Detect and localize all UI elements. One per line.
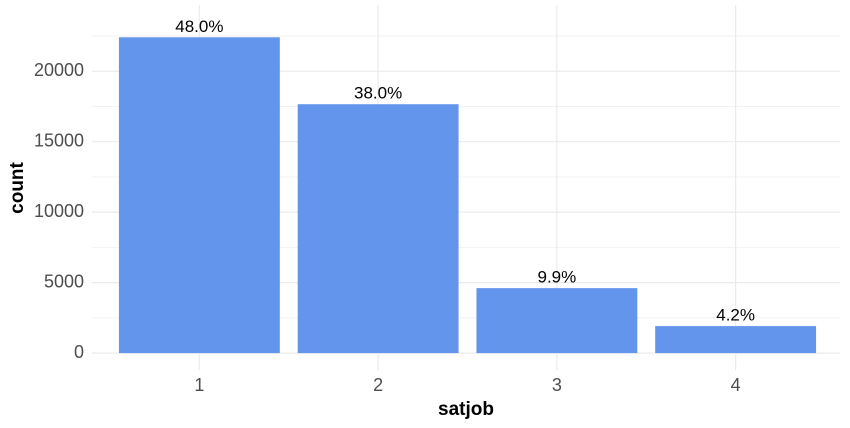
y-tick-label: 15000: [34, 130, 84, 150]
x-axis-title: satjob: [438, 399, 494, 420]
bar-annotation: 48.0%: [175, 17, 223, 36]
x-tick-label: 4: [731, 375, 741, 395]
y-tick-label: 20000: [34, 60, 84, 80]
bar: [297, 104, 459, 354]
bar-annotation: 38.0%: [354, 84, 402, 103]
x-tick-label: 1: [194, 375, 204, 395]
y-tick-label: 10000: [34, 201, 84, 221]
y-axis-title: count: [7, 161, 28, 213]
bar: [655, 326, 817, 354]
y-tick-label: 5000: [44, 271, 84, 291]
bar-annotation: 9.9%: [538, 268, 577, 287]
y-tick-label: 0: [74, 342, 84, 362]
x-tick-label: 3: [552, 375, 562, 395]
bar-annotation: 4.2%: [716, 306, 755, 325]
bar: [118, 37, 280, 354]
bar: [476, 288, 638, 354]
x-tick-label: 2: [373, 375, 383, 395]
